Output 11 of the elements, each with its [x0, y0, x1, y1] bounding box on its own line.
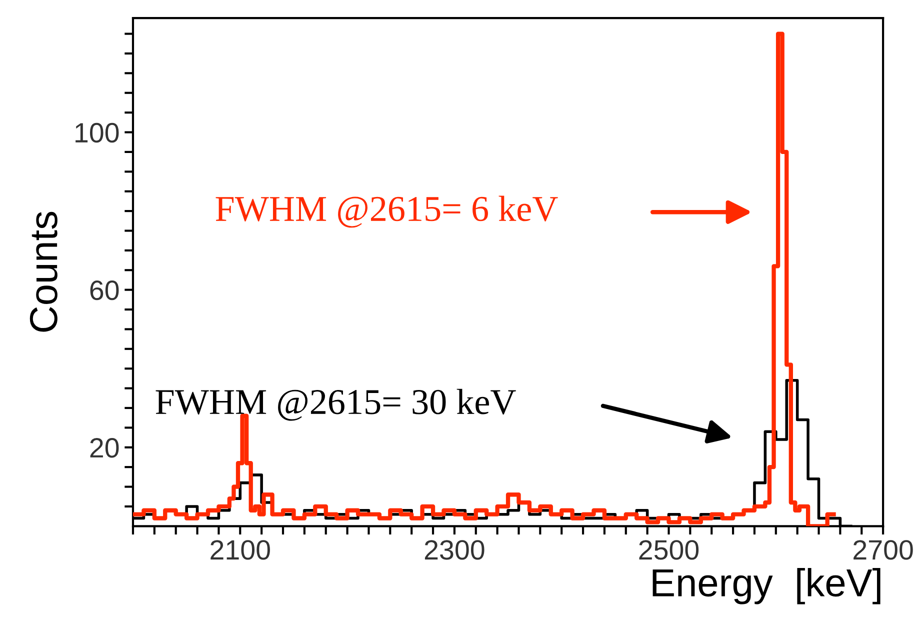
- y-tick-label: 100: [76, 122, 119, 143]
- annotation: FWHM @2615= 6 keV: [216, 196, 558, 228]
- x-tick-label: 2500: [639, 540, 699, 560]
- y-tick-label: 20: [90, 438, 119, 458]
- y-tick-label: 60: [90, 280, 119, 300]
- x-tick-label: 2100: [210, 540, 270, 560]
- annotation: FWHM @2615= 30 keV: [156, 388, 516, 421]
- y-axis-title: Counts: [30, 212, 58, 332]
- x-axis-title: Energy [keV]: [652, 568, 880, 604]
- x-tick-label: 2300: [424, 540, 484, 560]
- x-tick-label: 2700: [854, 540, 913, 560]
